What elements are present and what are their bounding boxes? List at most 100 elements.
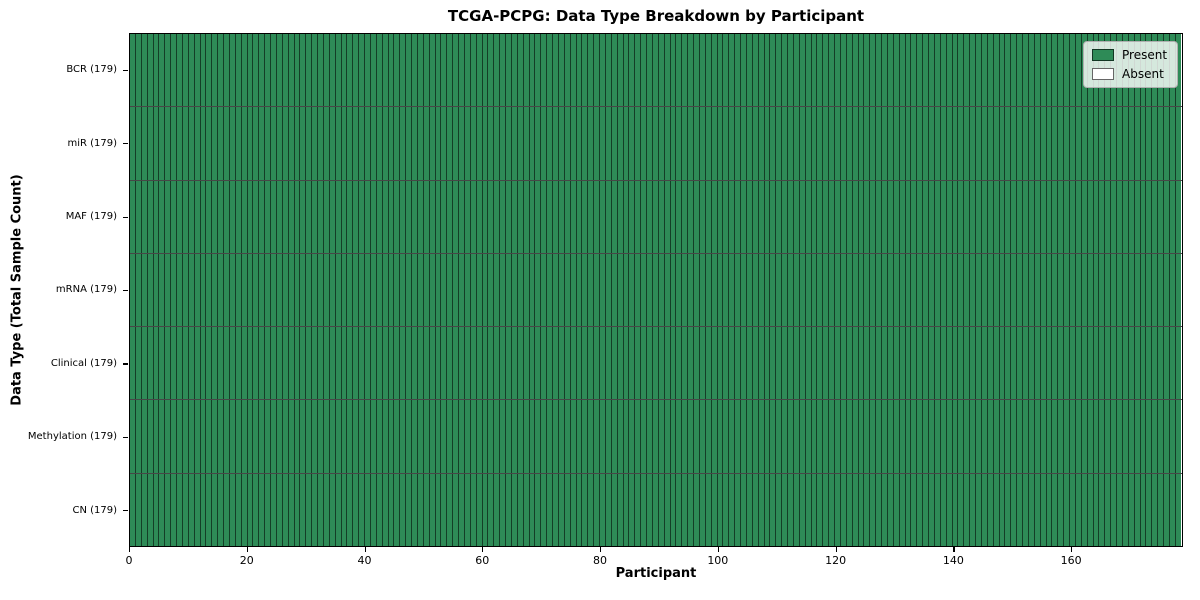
- heatmap-cell: [635, 473, 642, 546]
- heatmap-cell: [770, 180, 777, 253]
- heatmap-cell: [764, 107, 771, 180]
- heatmap-row-MAF: [130, 180, 1182, 254]
- heatmap-cell: [664, 253, 671, 327]
- heatmap-cell: [294, 34, 301, 107]
- heatmap-cell: [459, 180, 465, 253]
- heatmap-cell: [453, 34, 459, 107]
- heatmap-cell: [641, 327, 647, 400]
- heatmap-cell: [952, 400, 959, 473]
- heatmap-cell: [1064, 400, 1070, 473]
- heatmap-cell: [265, 400, 271, 473]
- heatmap-cell: [993, 400, 1000, 473]
- heatmap-cell: [153, 473, 160, 546]
- heatmap-cell: [365, 253, 371, 327]
- heatmap-cell: [359, 107, 365, 180]
- heatmap-cell: [288, 180, 295, 253]
- heatmap-cell: [1169, 473, 1176, 546]
- heatmap-cell: [500, 180, 506, 253]
- heatmap-cell: [705, 400, 712, 473]
- heatmap-cell: [999, 253, 1006, 327]
- heatmap-cell: [805, 180, 812, 253]
- heatmap-cell: [946, 107, 953, 180]
- heatmap-cell: [635, 327, 642, 400]
- heatmap-cell: [1028, 34, 1035, 107]
- heatmap-cell: [306, 107, 313, 180]
- heatmap-cell: [218, 327, 224, 400]
- heatmap-cell: [958, 327, 965, 400]
- heatmap-cell: [1011, 253, 1018, 327]
- heatmap-cell: [547, 400, 553, 473]
- heatmap-cell: [218, 180, 224, 253]
- heatmap-cell: [453, 107, 459, 180]
- heatmap-cell: [329, 253, 336, 327]
- heatmap-cell: [1111, 253, 1117, 327]
- heatmap-cell: [1052, 253, 1059, 327]
- heatmap-cell: [529, 107, 536, 180]
- heatmap-cell: [135, 473, 142, 546]
- heatmap-cell: [752, 34, 759, 107]
- heatmap-cell: [776, 327, 783, 400]
- heatmap-cell: [447, 327, 454, 400]
- heatmap-cell: [735, 327, 741, 400]
- heatmap-cell: [911, 400, 918, 473]
- heatmap-cell: [752, 327, 759, 400]
- heatmap-cell: [135, 180, 142, 253]
- heatmap-cell: [282, 327, 289, 400]
- heatmap-cell: [253, 253, 260, 327]
- heatmap-cell: [934, 327, 941, 400]
- heatmap-cell: [341, 34, 348, 107]
- heatmap-cell: [852, 180, 859, 253]
- heatmap-cell: [617, 327, 624, 400]
- heatmap-cell: [940, 253, 947, 327]
- heatmap-cell: [370, 473, 377, 546]
- heatmap-cell: [429, 253, 436, 327]
- heatmap-cell: [553, 327, 559, 400]
- heatmap-cell: [417, 327, 424, 400]
- heatmap-cell: [934, 34, 941, 107]
- heatmap-cell: [359, 253, 365, 327]
- heatmap-cell: [981, 327, 988, 400]
- heatmap-cell: [629, 107, 636, 180]
- heatmap-cell: [764, 253, 771, 327]
- heatmap-cell: [682, 327, 689, 400]
- heatmap-cell: [271, 473, 277, 546]
- heatmap-cell: [964, 327, 971, 400]
- heatmap-cell: [835, 400, 841, 473]
- heatmap-cell: [723, 180, 730, 253]
- heatmap-cell: [188, 253, 195, 327]
- heatmap-cell: [312, 327, 318, 400]
- heatmap-cell: [235, 400, 242, 473]
- heatmap-cell: [171, 34, 177, 107]
- heatmap-cell: [347, 107, 354, 180]
- heatmap-cell: [694, 34, 700, 107]
- heatmap-row-Clinical: [130, 327, 1182, 401]
- heatmap-cell: [523, 400, 530, 473]
- heatmap-cell: [506, 34, 512, 107]
- legend-label-absent: Absent: [1122, 67, 1164, 81]
- heatmap-cell: [200, 327, 207, 400]
- heatmap-cell: [764, 473, 771, 546]
- heatmap-cell: [976, 253, 982, 327]
- heatmap-cell: [353, 180, 360, 253]
- heatmap-cell: [171, 253, 177, 327]
- heatmap-cell: [864, 473, 871, 546]
- heatmap-cell: [1058, 473, 1065, 546]
- heatmap-cell: [423, 253, 430, 327]
- heatmap-cell: [323, 327, 330, 400]
- heatmap-cell: [793, 327, 800, 400]
- heatmap-cell: [964, 400, 971, 473]
- ytick-mark: [123, 290, 128, 292]
- heatmap-cell: [1046, 34, 1053, 107]
- heatmap-cell: [670, 327, 677, 400]
- heatmap-cell: [500, 107, 506, 180]
- heatmap-cell: [1087, 180, 1094, 253]
- heatmap-cell: [482, 107, 489, 180]
- heatmap-cell: [764, 34, 771, 107]
- heatmap-cell: [1005, 253, 1012, 327]
- heatmap-cell: [1075, 107, 1082, 180]
- xtick-label: 40: [357, 554, 372, 567]
- heatmap-cell: [993, 253, 1000, 327]
- heatmap-cell: [312, 400, 318, 473]
- heatmap-cell: [840, 253, 847, 327]
- heatmap-cell: [1099, 253, 1106, 327]
